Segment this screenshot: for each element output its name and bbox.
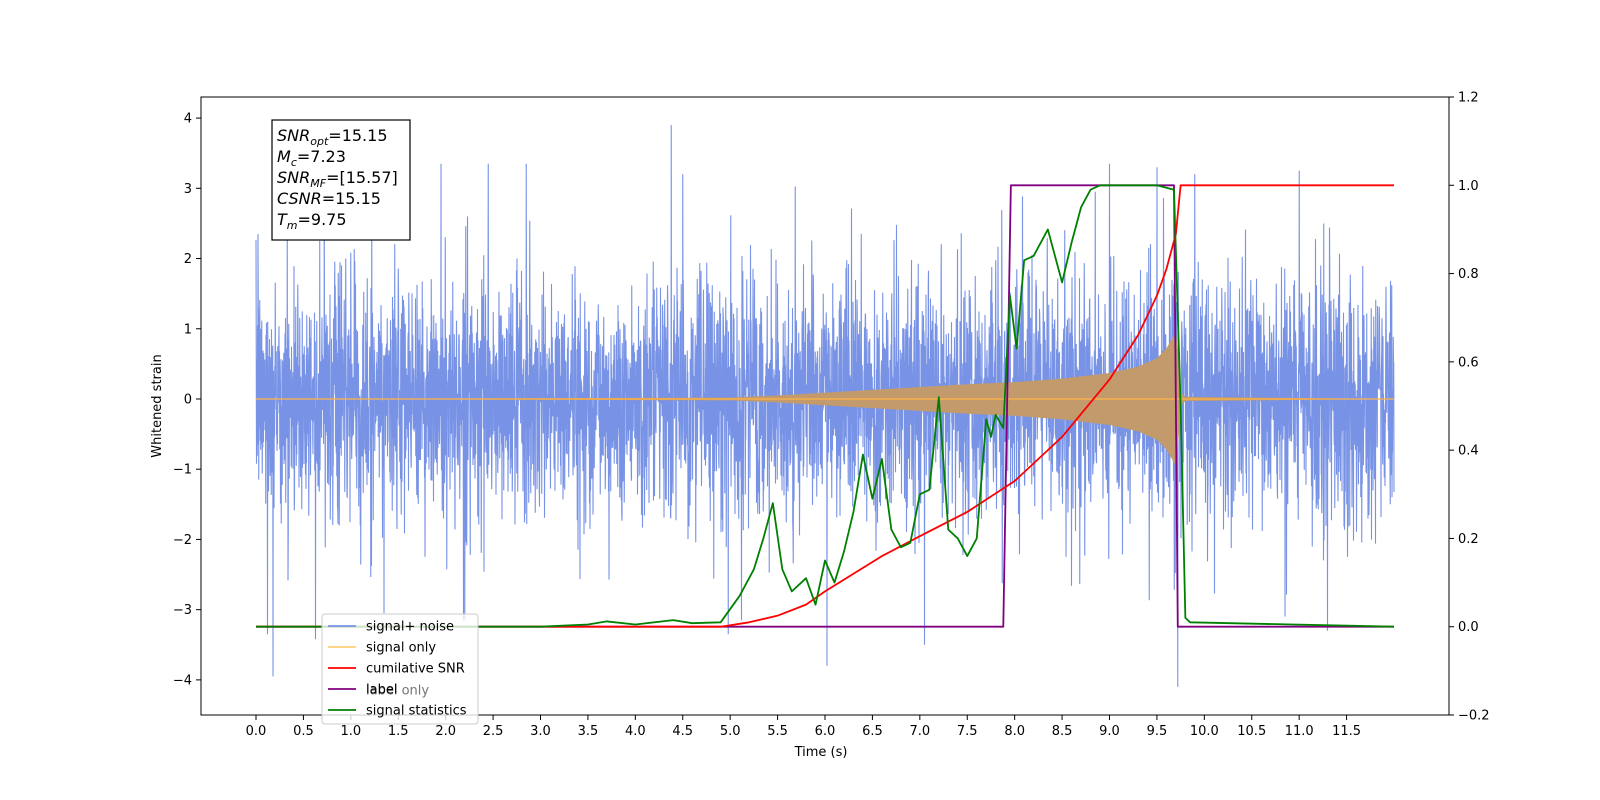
series-layer bbox=[255, 125, 1395, 687]
y-right-tick-label: 0.6 bbox=[1458, 355, 1479, 370]
x-tick-label: 10.0 bbox=[1190, 724, 1219, 739]
legend-label: signal statistics bbox=[366, 704, 467, 719]
x-tick-label: 4.5 bbox=[672, 724, 693, 739]
x-tick-label: 11.5 bbox=[1332, 724, 1361, 739]
x-tick-label: 9.5 bbox=[1147, 724, 1168, 739]
legend-label: signal+ noise bbox=[366, 620, 454, 635]
legend-item[interactable]: signal only bbox=[328, 641, 436, 656]
annotation-line: CSNR=15.15 bbox=[277, 189, 381, 208]
x-axis: 0.0 0.5 1.0 1.5 2.0 2.5 3.0 3.5 4.0 4.5 5.0 5.5 6.0 6… bbox=[246, 715, 1361, 739]
y-left-tick-label: 3 bbox=[184, 182, 192, 197]
y-left-tick-label: −2 bbox=[173, 533, 192, 548]
legend-label: signal only bbox=[366, 641, 436, 656]
legend-label: cumilative SNR bbox=[366, 662, 465, 677]
y-left-tick-label: −3 bbox=[173, 603, 192, 618]
legend-item[interactable]: signal+ noise bbox=[328, 620, 454, 635]
y-right-tick-label: 0.8 bbox=[1458, 267, 1479, 282]
legend-item[interactable]: label bbox=[328, 683, 397, 698]
legend-item[interactable]: cumilative SNR bbox=[328, 662, 465, 677]
legend-frame bbox=[321, 613, 479, 725]
y-right-tick-label: −0.2 bbox=[1458, 709, 1490, 724]
y-left-tick-label: 2 bbox=[184, 252, 192, 267]
series-cumulative-snr bbox=[256, 184, 1394, 628]
y-right-tick-label: 1.0 bbox=[1458, 179, 1479, 194]
y-axis-left: 4 3 2 1 0 −1 −2 −3 −4 bbox=[173, 112, 201, 688]
x-tick-label: 5.0 bbox=[720, 724, 741, 739]
y-right-tick-label: 1.2 bbox=[1458, 91, 1479, 106]
series-label bbox=[256, 184, 1394, 628]
x-tick-label: 3.0 bbox=[530, 724, 551, 739]
y-right-tick-label: 0.4 bbox=[1458, 444, 1479, 459]
y-left-tick-label: −4 bbox=[173, 673, 192, 688]
annotation-line: Mc=7.23 bbox=[277, 147, 346, 169]
x-tick-label: 3.5 bbox=[578, 724, 599, 739]
legend[interactable]: signal+ noise signal only cumilative SNR la… bbox=[321, 613, 479, 725]
y-axis-right: 1.2 1.0 0.8 0.6 0.4 0.2 0.0 −0.2 bbox=[1449, 91, 1490, 724]
series-signal-plus-noise bbox=[255, 125, 1395, 687]
x-tick-label: 6.5 bbox=[862, 724, 883, 739]
y-left-tick-label: 1 bbox=[184, 322, 192, 337]
legend-label: label bbox=[366, 683, 397, 698]
x-tick-label: 7.5 bbox=[957, 724, 978, 739]
x-tick-label: 0.0 bbox=[246, 724, 267, 739]
x-tick-label: 4.0 bbox=[625, 724, 646, 739]
legend-item[interactable]: signal statistics bbox=[328, 704, 467, 719]
x-tick-label: 2.5 bbox=[483, 724, 504, 739]
y-left-tick-label: −1 bbox=[173, 463, 192, 478]
x-tick-label: 0.5 bbox=[293, 724, 314, 739]
y-right-tick-label: 0.2 bbox=[1458, 532, 1479, 547]
x-tick-label: 10.5 bbox=[1237, 724, 1266, 739]
annotation-frame bbox=[271, 119, 411, 241]
y-left-tick-label: 4 bbox=[184, 112, 192, 127]
x-tick-label: 7.0 bbox=[909, 724, 930, 739]
y-left-tick-label: 0 bbox=[184, 392, 192, 407]
x-tick-label: 1.5 bbox=[388, 724, 409, 739]
annotation-line: Tm=9.75 bbox=[277, 210, 347, 232]
x-tick-label: 8.5 bbox=[1052, 724, 1073, 739]
legend-ghost-label: label only bbox=[366, 684, 429, 699]
x-tick-label: 9.0 bbox=[1099, 724, 1120, 739]
x-tick-label: 8.0 bbox=[1004, 724, 1025, 739]
x-tick-label: 11.0 bbox=[1285, 724, 1314, 739]
series-signal-statistics bbox=[256, 184, 1395, 628]
x-tick-label: 5.5 bbox=[767, 724, 788, 739]
y-right-tick-label: 0.0 bbox=[1458, 620, 1479, 635]
x-axis-title: Time (s) bbox=[794, 745, 848, 760]
y-axis-left-title: Whitened strain bbox=[150, 354, 165, 457]
annotation-line: SNRMF=[15.57] bbox=[277, 168, 398, 190]
x-tick-label: 1.0 bbox=[340, 724, 361, 739]
annotation-line: SNRopt=15.15 bbox=[277, 126, 388, 148]
x-tick-label: 2.0 bbox=[435, 724, 456, 739]
stats-annotation-box: SNRopt=15.15Mc=7.23SNRMF=[15.57]CSNR=15.… bbox=[271, 119, 411, 241]
x-tick-label: 6.0 bbox=[815, 724, 836, 739]
